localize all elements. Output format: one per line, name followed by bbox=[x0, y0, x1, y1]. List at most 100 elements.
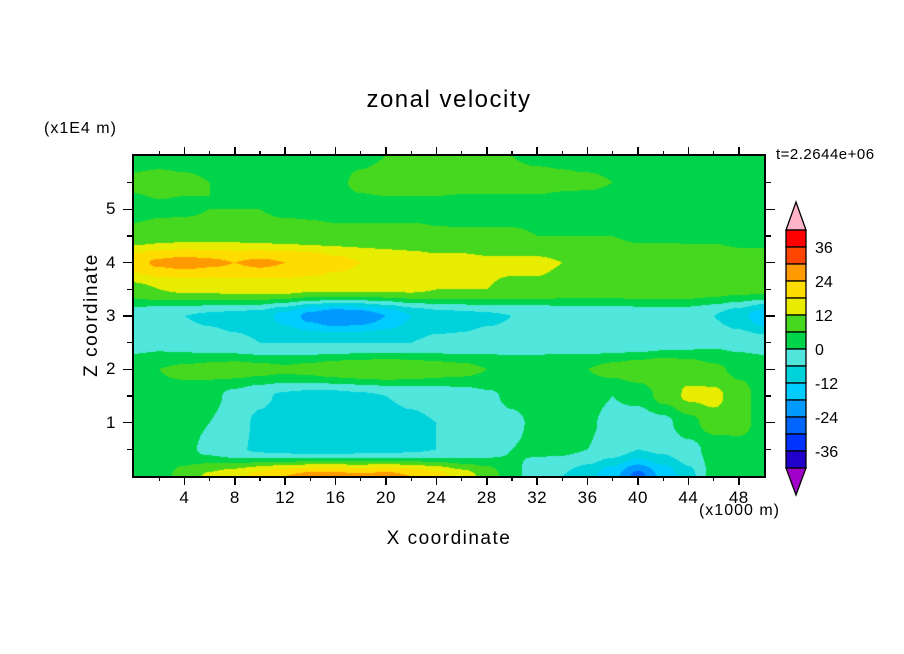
x-tick-major bbox=[486, 147, 488, 156]
x-tick-minor bbox=[259, 151, 261, 156]
colorbar-label: 12 bbox=[815, 308, 833, 325]
x-tick-major bbox=[687, 147, 690, 156]
y-tick-minor bbox=[127, 395, 132, 397]
x-tick-label: 32 bbox=[527, 488, 548, 507]
time-annotation: t=2.2644e+06 bbox=[776, 146, 875, 163]
y-tick-major bbox=[766, 261, 775, 264]
x-tick-minor bbox=[309, 476, 312, 481]
x-tick-label: 16 bbox=[325, 488, 346, 507]
x-tick-minor bbox=[208, 151, 211, 156]
colorbar-segment bbox=[785, 348, 807, 367]
colorbar-segment bbox=[785, 450, 807, 469]
y-tick-label: 3 bbox=[106, 306, 116, 325]
x-tick-minor bbox=[360, 476, 362, 481]
y-tick-major bbox=[766, 421, 775, 424]
x-tick-major bbox=[234, 147, 236, 156]
y-tick-minor bbox=[766, 448, 771, 451]
contour-canvas bbox=[134, 156, 764, 476]
x-tick-minor bbox=[360, 151, 362, 156]
y-tick-minor bbox=[766, 288, 771, 291]
x-tick-major bbox=[586, 147, 589, 156]
y-tick-minor bbox=[127, 181, 132, 184]
x-tick-minor bbox=[712, 476, 715, 481]
x-tick-major bbox=[586, 476, 589, 485]
colorbar-label: -36 bbox=[815, 444, 838, 461]
colorbar-label: 36 bbox=[815, 240, 833, 257]
y-tick-minor bbox=[766, 181, 771, 184]
y-tick-major bbox=[123, 421, 132, 424]
colorbar-arrow-bottom bbox=[785, 467, 807, 497]
y-tick-minor bbox=[127, 341, 132, 344]
y-tick-minor bbox=[766, 395, 771, 397]
x-tick-label: 48 bbox=[728, 488, 749, 507]
x-tick-label: 20 bbox=[376, 488, 396, 507]
y-tick-label: 2 bbox=[106, 359, 116, 379]
x-tick-minor bbox=[561, 151, 564, 156]
y-tick-major bbox=[766, 368, 775, 371]
x-axis-unit-label: (x1000 m) bbox=[698, 502, 780, 519]
colorbar-segment bbox=[785, 246, 807, 265]
y-tick-major bbox=[123, 368, 132, 371]
y-tick-label: 5 bbox=[106, 199, 116, 219]
x-tick-major bbox=[637, 476, 639, 485]
x-tick-minor bbox=[662, 151, 664, 156]
x-tick-label: 44 bbox=[678, 488, 699, 507]
x-tick-major bbox=[687, 476, 690, 485]
x-tick-major bbox=[435, 476, 438, 485]
y-tick-major bbox=[766, 315, 775, 317]
y-tick-label: 1 bbox=[106, 412, 116, 432]
x-tick-minor bbox=[460, 151, 463, 156]
x-tick-major bbox=[284, 476, 286, 485]
colorbar-segment bbox=[785, 365, 807, 384]
y-tick-minor bbox=[766, 235, 771, 237]
x-axis-title: X coordinate bbox=[386, 528, 512, 549]
x-tick-label: 36 bbox=[577, 488, 598, 507]
x-tick-label: 8 bbox=[229, 488, 240, 507]
x-tick-major bbox=[284, 147, 286, 156]
x-tick-major bbox=[183, 476, 186, 485]
x-tick-minor bbox=[712, 151, 715, 156]
colorbar: 36 24 12 0 -12 -24 -36 bbox=[785, 200, 838, 497]
colorbar-segment bbox=[785, 314, 807, 333]
colorbar-segment bbox=[785, 382, 807, 401]
colorbar-segment bbox=[785, 263, 807, 282]
colorbar-segment bbox=[785, 433, 807, 452]
y-tick-major bbox=[123, 208, 132, 211]
colorbar-arrow-top bbox=[785, 200, 807, 231]
x-tick-minor bbox=[410, 151, 412, 156]
colorbar-label: -12 bbox=[815, 376, 838, 393]
colorbar-label: -24 bbox=[815, 410, 838, 427]
x-tick-label: 12 bbox=[275, 488, 296, 507]
page-title: zonal velocity bbox=[366, 86, 532, 113]
x-tick-major bbox=[234, 476, 236, 485]
x-tick-major bbox=[435, 147, 438, 156]
x-tick-major bbox=[738, 476, 740, 485]
colorbar-segment bbox=[785, 399, 807, 418]
x-tick-minor bbox=[511, 476, 513, 481]
colorbar-segment bbox=[785, 280, 807, 299]
x-tick-major bbox=[334, 147, 337, 156]
x-tick-minor bbox=[410, 476, 412, 481]
y-tick-minor bbox=[766, 341, 771, 344]
colorbar-segment bbox=[785, 229, 807, 248]
y-tick-minor bbox=[127, 448, 132, 451]
x-tick-major bbox=[536, 147, 538, 156]
x-tick-minor bbox=[511, 151, 513, 156]
x-tick-major bbox=[385, 147, 387, 156]
y-tick-minor bbox=[127, 235, 132, 237]
y-tick-major bbox=[123, 261, 132, 264]
x-tick-label: 40 bbox=[628, 488, 648, 507]
y-tick-minor bbox=[127, 288, 132, 291]
plot-area bbox=[132, 154, 766, 478]
y-tick-label: 4 bbox=[106, 252, 116, 272]
x-tick-minor bbox=[612, 151, 614, 156]
x-tick-minor bbox=[612, 476, 614, 481]
x-tick-major bbox=[738, 147, 740, 156]
y-axis-unit-label: (x1E4 m) bbox=[44, 120, 117, 137]
x-tick-minor bbox=[259, 476, 261, 481]
x-tick-major bbox=[183, 147, 186, 156]
x-tick-label: 28 bbox=[476, 488, 497, 507]
x-tick-minor bbox=[158, 151, 160, 156]
x-tick-label: 24 bbox=[426, 488, 447, 507]
